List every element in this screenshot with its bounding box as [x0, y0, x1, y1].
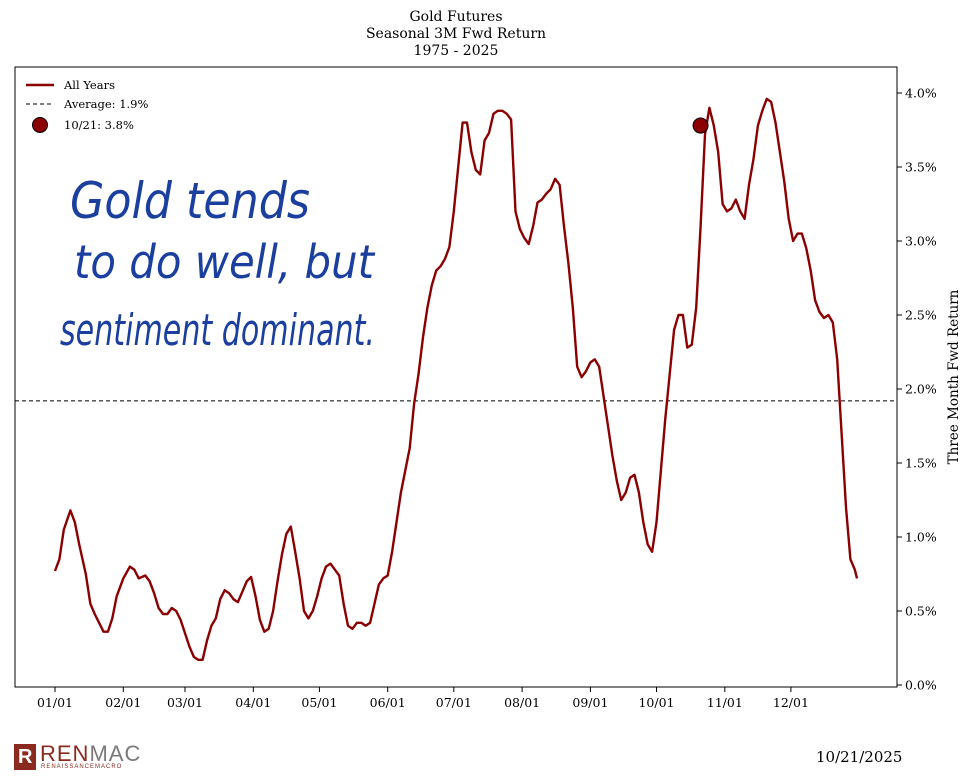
renmac-logo-subtitle: RENAISSANCEMACRO: [41, 764, 123, 770]
chart-title-line2: Seasonal 3M Fwd Return: [365, 26, 547, 42]
handwritten-line-1: Gold tends: [70, 172, 310, 230]
footer-date: 10/21/2025: [816, 748, 903, 766]
renmac-logo-wordmark-b: MAC: [89, 741, 142, 766]
handwritten-annotation: Gold tends to do well, but sentiment dom…: [60, 172, 376, 356]
legend-swatch-marker: [32, 117, 48, 133]
legend-label-average: Average: 1.9%: [63, 97, 148, 111]
y-tick-label: 1.5%: [905, 456, 937, 471]
y-tick-label: 4.0%: [905, 86, 937, 101]
handwritten-line-2: to do well, but: [74, 235, 376, 289]
renmac-logo-wordmark-a: REN: [40, 741, 90, 766]
x-tick-label: 06/01: [370, 695, 406, 710]
y-tick-label: 0.5%: [905, 604, 937, 619]
y-tick-label: 2.5%: [905, 308, 937, 323]
x-tick-label: 02/01: [105, 695, 141, 710]
y-tick-label: 3.0%: [905, 234, 937, 249]
x-tick-label: 04/01: [235, 695, 271, 710]
y-tick-label: 2.0%: [905, 382, 937, 397]
handwritten-line-3: sentiment dominant.: [60, 305, 375, 356]
x-axis: 01/01 02/01 03/01 04/01 05/01 06/01 07/01 08/01…: [37, 687, 809, 710]
x-tick-label: 11/01: [707, 695, 743, 710]
x-tick-label: 09/01: [572, 695, 608, 710]
y-tick-label: 0.0%: [905, 678, 937, 693]
x-tick-label: 08/01: [504, 695, 540, 710]
renmac-logo-wordmark: RENMAC: [40, 742, 141, 766]
legend-label-marker: 10/21: 3.8%: [64, 118, 134, 132]
y-tick-label: 1.0%: [905, 530, 937, 545]
x-tick-label: 03/01: [167, 695, 203, 710]
x-tick-label: 10/01: [638, 695, 674, 710]
legend-label-all-years: All Years: [63, 78, 115, 92]
legend: All Years Average: 1.9% 10/21: 3.8%: [26, 78, 148, 133]
current-date-marker: [692, 117, 709, 134]
renmac-logo-mark-letter: R: [18, 746, 33, 768]
renmac-logo-mark: R: [14, 744, 36, 770]
seasonal-line-chart: 0.0% 0.5% 1.0% 1.5% 2.0% 2.5% 3.0% 3.5% 4.0% 01/…: [14, 66, 962, 710]
x-tick-label: 05/01: [301, 695, 337, 710]
chart-title-line3: 1975 - 2025: [413, 43, 499, 59]
y-tick-label: 3.5%: [905, 160, 937, 175]
plot-area-frame: [14, 66, 898, 688]
series-line-all-years: [53, 97, 859, 661]
x-tick-label: 12/01: [773, 695, 809, 710]
renmac-logo: R RENMAC RENAISSANCEMACRO: [14, 742, 154, 772]
x-tick-label: 07/01: [436, 695, 472, 710]
chart-title-line1: Gold Futures: [409, 9, 503, 25]
y-axis-label: Three Month Fwd Return: [946, 289, 962, 464]
x-tick-label: 01/01: [37, 695, 73, 710]
y-axis: 0.0% 0.5% 1.0% 1.5% 2.0% 2.5% 3.0% 3.5% 4.0%: [897, 86, 937, 693]
